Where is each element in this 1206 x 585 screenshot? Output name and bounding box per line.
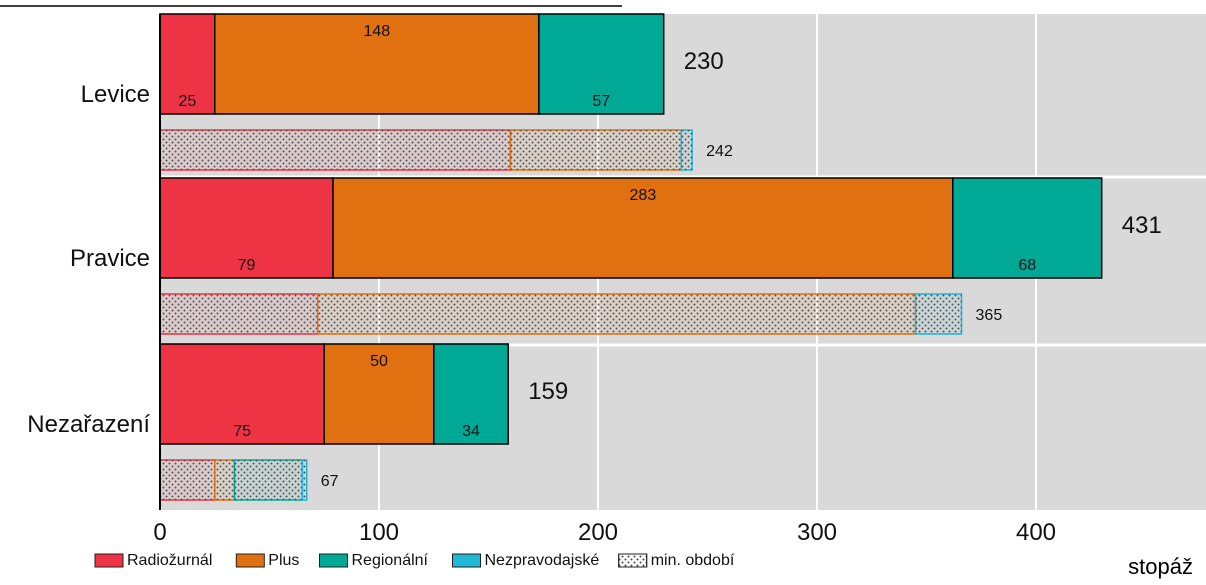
legend-swatch-dots xyxy=(618,553,648,568)
x-tick-label: 100 xyxy=(359,519,399,546)
bar-previous-dots xyxy=(317,294,916,334)
bar-previous-dots xyxy=(302,460,307,500)
legend-entry-label: Regionální xyxy=(352,552,429,569)
category-tick-label: Nezařazení xyxy=(27,411,150,438)
bar-previous-dots xyxy=(510,130,682,170)
bar-value-label: 68 xyxy=(1018,257,1036,274)
bar-previous-dots xyxy=(915,294,962,334)
bar-total-label: 431 xyxy=(1122,212,1162,239)
bar-total-label: 159 xyxy=(528,378,568,405)
bar-current-regionální xyxy=(433,343,509,445)
legend-entry-label: Radiožurnál xyxy=(127,552,212,569)
bar-previous-dots xyxy=(234,460,303,500)
bar-current-plus xyxy=(332,177,954,279)
bar-value-label: 79 xyxy=(238,257,256,274)
bar-total-label: 230 xyxy=(684,48,724,75)
category-tick-label: Levice xyxy=(81,81,150,108)
bar-previous-dots xyxy=(160,130,511,170)
bar-value-label: 283 xyxy=(630,187,657,204)
bar-previous-dots xyxy=(160,294,318,334)
bar-previous-dots xyxy=(681,130,693,170)
bar-value-label: 34 xyxy=(462,423,480,440)
legend-swatch xyxy=(235,553,265,568)
bar-value-label: 57 xyxy=(592,93,610,110)
legend-entry-label: min. období xyxy=(651,552,735,569)
bar-previous-total-label: 365 xyxy=(976,307,1003,324)
bar-current-plus xyxy=(323,343,435,445)
bar-value-label: 148 xyxy=(363,23,390,40)
bar-value-label: 75 xyxy=(233,423,251,440)
x-tick-label: 0 xyxy=(153,519,166,546)
bar-previous-dots xyxy=(214,460,235,500)
legend-swatch xyxy=(94,553,124,568)
bar-current-radiožurnál xyxy=(159,343,325,445)
bar-value-label: 50 xyxy=(370,353,388,370)
bar-previous-dots xyxy=(160,460,215,500)
x-tick-label: 300 xyxy=(797,519,837,546)
x-tick-label: 200 xyxy=(578,519,618,546)
bar-current-regionální xyxy=(538,13,665,115)
x-tick-label: 400 xyxy=(1016,519,1056,546)
bar-previous-total-label: 67 xyxy=(321,473,339,490)
bar-current-regionální xyxy=(952,177,1103,279)
legend-entry-label: Plus xyxy=(268,552,299,569)
x-axis-label: stopáž xyxy=(1128,554,1193,579)
legend-entry-label: Nezpravodajské xyxy=(485,552,600,569)
legend-swatch xyxy=(452,553,481,568)
legend-swatch xyxy=(319,553,348,568)
category-tick-label: Pravice xyxy=(70,245,150,272)
bar-value-label: 25 xyxy=(178,93,196,110)
bar-current-plus xyxy=(214,13,540,115)
bar-previous-total-label: 242 xyxy=(706,143,733,160)
